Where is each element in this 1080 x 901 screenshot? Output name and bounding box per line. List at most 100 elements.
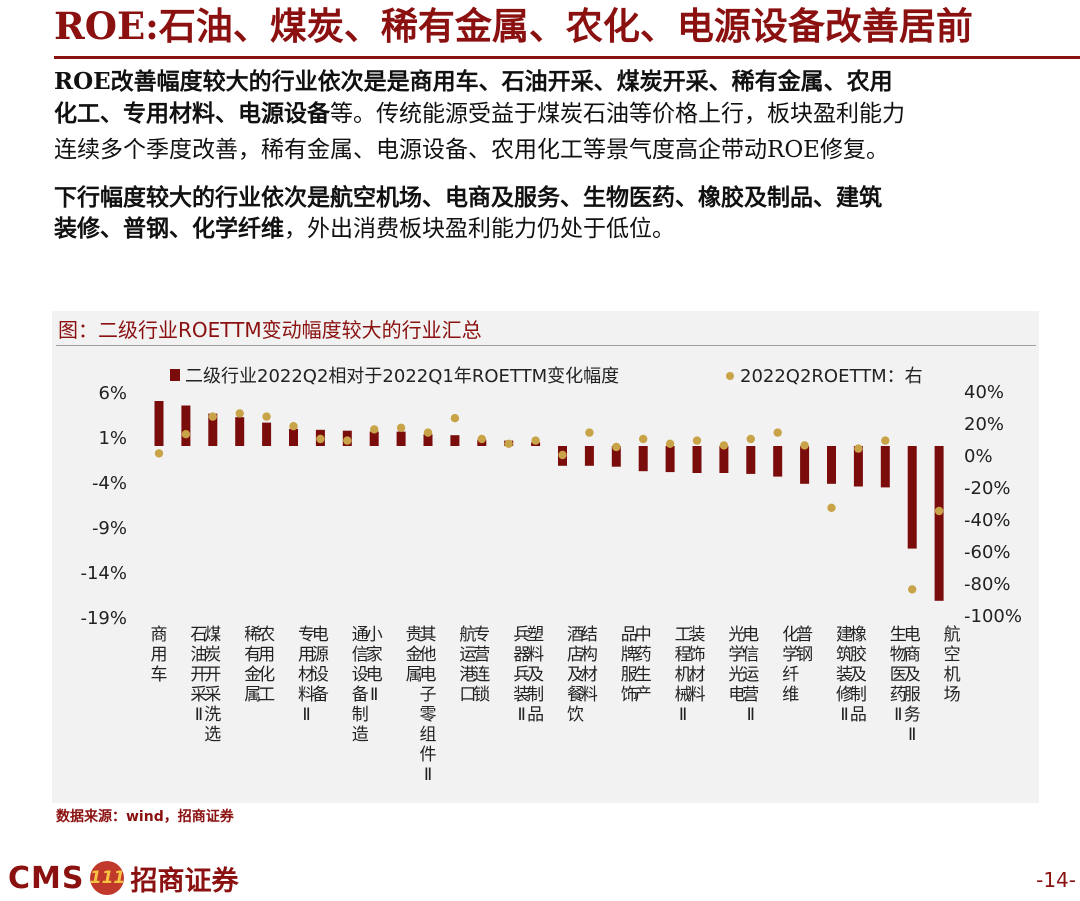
bar-4 (235, 417, 245, 446)
y-right-tick-label: -60% (964, 542, 1011, 563)
x-tick-label-14: 兵器兵装 Ⅱ (513, 625, 530, 725)
page-title: ROE:石油、煤炭、稀有金属、农化、电源设备改善居前 (54, 4, 973, 48)
bar-22 (719, 446, 729, 473)
x-tick-label-17: 结构材料 (581, 625, 598, 705)
dot-5 (262, 412, 271, 421)
x-tick-label-27: 橡胶及制品 (850, 625, 867, 725)
company-logo: CMS 111 招商证券 (8, 858, 238, 898)
dot-10 (396, 423, 406, 432)
dot-24 (773, 428, 782, 437)
paragraph-1-text: 等。传统能源受益于煤炭石油等价格上行，板块盈利能力 (330, 101, 905, 127)
bar-23 (746, 446, 756, 474)
dot-18 (612, 442, 621, 452)
x-tick-label-13: 专营连锁 (473, 625, 490, 705)
dot-6 (289, 422, 298, 431)
dot-11 (423, 428, 433, 437)
dot-19 (639, 434, 648, 444)
bar-25 (800, 446, 810, 484)
dot-20 (665, 439, 675, 448)
dot-30 (934, 506, 944, 516)
bar-20 (665, 446, 675, 473)
y-axis-left: 6% 1% -4% -9% -14% -19% (80, 383, 127, 629)
paragraph-2-text: ，外出消费板块盈利能力仍处于低位。 (284, 216, 675, 242)
logo-cms-text: CMS (8, 860, 85, 896)
y-right-tick-label: 0% (964, 446, 993, 467)
x-tick-label-8: 通信设备制造 (352, 625, 369, 745)
chart-title: 图：二级行业ROETTM变动幅度较大的行业汇总 (58, 318, 482, 342)
paragraph-1-line-3: 连续多个季度改善，稀有金属、电源设备、农用化工等景气度高企带动ROE修复。 (54, 137, 889, 163)
bar-2 (181, 405, 191, 446)
x-tick-label-18: 品牌服饰 (621, 625, 638, 705)
logo-company-name: 招商证券 (130, 865, 239, 897)
dot-22 (719, 441, 729, 450)
paragraph-2-bold: 下行幅度较大的行业依次是航空机场、电商及服务、生物医药、橡胶及制品、建筑 (54, 184, 882, 211)
y-left-tick-label: 1% (98, 428, 127, 449)
bar-3 (208, 413, 218, 446)
page-number: -14- (1036, 868, 1076, 892)
x-tick-label-25: 普钢 (796, 625, 813, 665)
bar-21 (692, 446, 702, 473)
y-left-tick-label: -4% (92, 473, 127, 494)
x-tick-label-29: 电商及服务 Ⅱ (904, 625, 921, 745)
y-right-tick-label: 20% (964, 414, 1004, 435)
y-axis-right: 40% 20% 0% -20% -40% -60% -80% -100% (964, 382, 1022, 627)
bar-17 (584, 446, 594, 466)
legend-dot-label: 2022Q2ROETTM：右 (740, 366, 923, 387)
dot-29 (908, 585, 917, 594)
dot-23 (746, 434, 755, 444)
x-tick-label-22: 光学光电 (728, 625, 745, 705)
logo-badge-icon: 111 (90, 861, 125, 895)
dot-1 (154, 449, 164, 458)
y-right-tick-label: -100% (964, 606, 1022, 627)
x-tick-label-19: 中药生产 (635, 625, 652, 705)
x-tick-label-1: 商用车 (151, 625, 168, 685)
bar-26 (827, 446, 836, 484)
y-left-tick-label: -14% (80, 563, 127, 584)
bar-27 (853, 446, 863, 487)
chart-panel (52, 311, 1039, 803)
dot-8 (343, 436, 352, 445)
bar-1 (154, 401, 164, 446)
paragraph-1-line-2: 化工、专用材料、电源设备等。传统能源受益于煤炭石油等价格上行，板块盈利能力 (54, 98, 1080, 130)
legend-bar-swatch (170, 369, 180, 381)
paragraph-2-line-2: 装修、普钢、化学纤维，外出消费板块盈利能力仍处于低位。 (54, 213, 1080, 245)
dot-26 (827, 503, 836, 512)
y-left-tick-label: -9% (92, 518, 127, 539)
dot-3 (208, 412, 217, 421)
y-right-tick-label: -40% (964, 510, 1011, 531)
y-left-tick-label: 6% (98, 383, 127, 404)
dot-27 (854, 444, 863, 453)
x-tick-label-30: 航空机场 (944, 625, 961, 705)
bar-11 (423, 434, 433, 446)
dot-15 (531, 436, 540, 445)
y-right-tick-label: -80% (964, 574, 1011, 595)
x-tick-label-6: 专用材料 Ⅱ (298, 625, 315, 725)
x-tick-label-21: 装饰材料 (689, 625, 706, 705)
y-right-tick-label: -20% (964, 478, 1011, 499)
paragraph-1-line-1: ROE改善幅度较大的行业依次是是商用车、石油开采、煤炭开采、稀有金属、农用 (54, 66, 1080, 98)
x-tick-label-20: 工程机械 Ⅱ (675, 625, 692, 725)
chart-title-divider (56, 345, 1036, 346)
y-right-tick-label: 40% (964, 382, 1004, 403)
x-tick-label-26: 建筑装修 Ⅱ (836, 625, 853, 725)
paragraph-2-line-1: 下行幅度较大的行业依次是航空机场、电商及服务、生物医药、橡胶及制品、建筑 (54, 182, 1080, 214)
dot-17 (585, 428, 594, 437)
x-tick-label-16: 酒店及餐饮 (567, 625, 584, 725)
x-tick-label-7: 电源设备 (312, 625, 329, 705)
legend-dot-swatch (726, 372, 734, 380)
bar-10 (396, 431, 406, 446)
x-tick-label-23: 电信运营 Ⅱ (742, 625, 759, 725)
dot-14 (504, 439, 513, 448)
bar-30 (934, 446, 944, 601)
bar-series (154, 401, 944, 601)
x-tick-label-28: 生物医药 Ⅱ (890, 625, 907, 725)
x-tick-label-15: 塑料及制品 (527, 625, 544, 725)
x-tick-label-3: 煤炭开采洗选 (204, 625, 221, 745)
x-tick-label-2: 石油开采 Ⅱ (190, 625, 207, 725)
bar-12 (450, 435, 460, 446)
dot-series (154, 409, 944, 594)
legend: 二级行业2022Q2相对于2022Q1年ROETTM变化幅度 2022Q2ROE… (170, 366, 923, 387)
dot-21 (692, 436, 702, 445)
